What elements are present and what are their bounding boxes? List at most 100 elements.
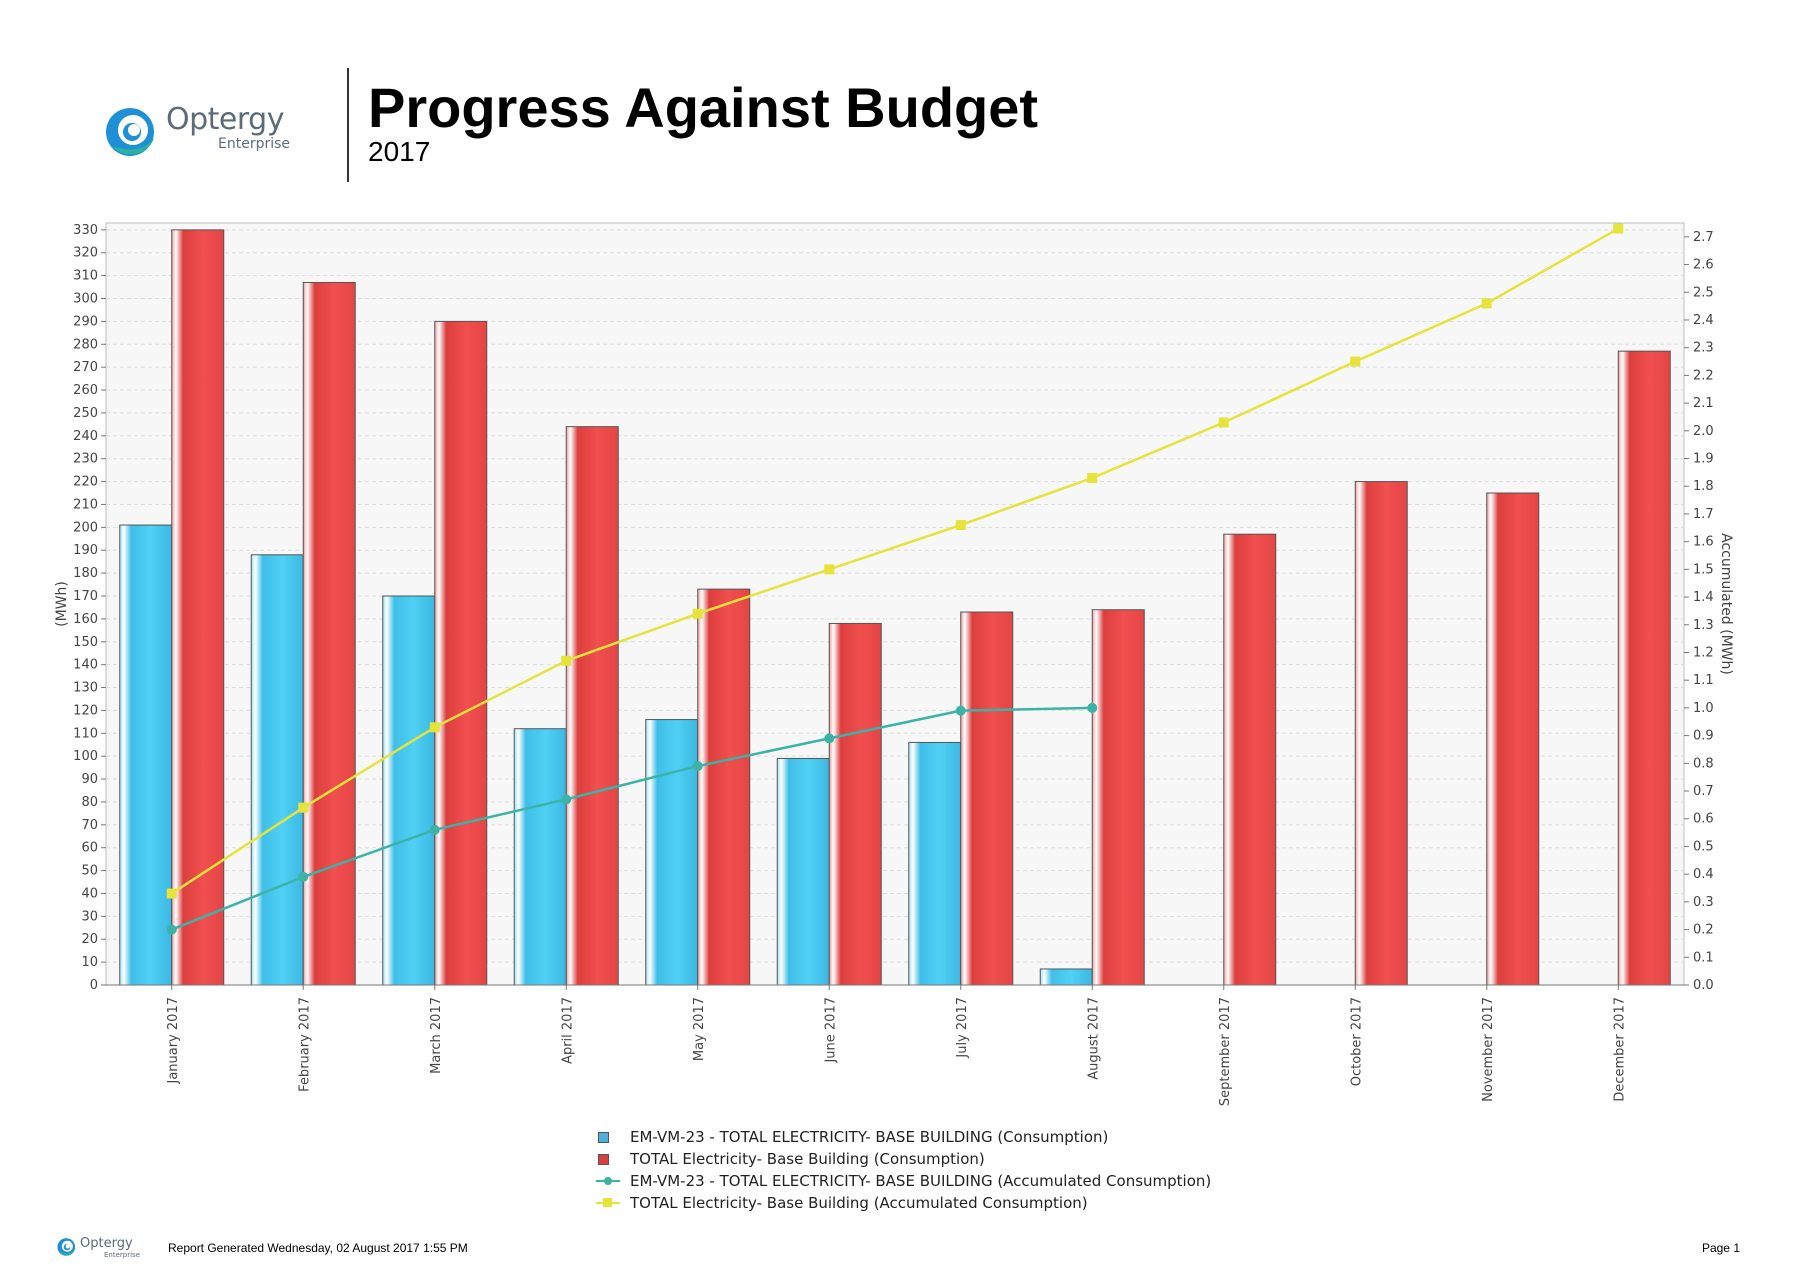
y-tick-label: 130 [73,681,98,696]
bar-em-vm-23-consumption [908,741,962,986]
total-accumulated-point [429,722,440,733]
em-vm-23-accumulated-point [429,824,440,835]
em-vm-23-accumulated-point [692,761,703,772]
logo-subtitle: Enterprise [218,136,291,152]
y-tick-label: 330 [73,223,98,238]
optergy-swirl-icon [106,108,154,156]
y2-tick-label: 2.2 [1693,368,1714,383]
y2-tick-label: 0.2 [1693,923,1714,938]
bar-em-vm-23-consumption [1039,968,1093,986]
bar-total-consumption [171,229,225,986]
grid-lines [106,229,1684,963]
y-tick-label: 200 [73,520,98,535]
y-tick-label: 210 [73,497,98,512]
y-tick-label: 190 [73,543,98,558]
em-vm-23-accumulated-point [166,924,177,935]
y2-tick-label: 0.0 [1693,978,1714,993]
footer-logo: Optergy Enterprise [56,1236,146,1260]
total-accumulated-point [1481,298,1492,309]
total-accumulated-point [1087,472,1098,483]
em-vm-23-accumulated-point [824,733,835,744]
x-tick-label: May 2017 [692,997,707,1061]
y-tick-label: 120 [73,703,98,718]
y-tick-label: 310 [73,269,98,284]
y2-tick-label: 1.5 [1693,562,1714,577]
em-vm-23-accumulated-point [1087,702,1098,713]
legend-blue-swatch [598,1132,609,1143]
x-tick-label: October 2017 [1349,997,1364,1086]
legend-red-swatch [598,1154,609,1165]
y2-tick-label: 1.8 [1693,479,1714,494]
y-tick-label: 140 [73,658,98,673]
em-vm-23-accumulated-line [171,706,1093,931]
y-tick-label: 70 [81,818,98,833]
y-tick-label: 60 [81,841,98,856]
header-divider [347,68,349,182]
bar-total-consumption [1354,481,1408,986]
y2-tick-label: 1.1 [1693,673,1714,688]
em-vm-23-accumulated-point [298,871,309,882]
x-tick-label: September 2017 [1218,997,1233,1106]
y-tick-label: 320 [73,246,98,261]
total-accumulated-point [561,655,572,666]
y-tick-label: 50 [81,864,98,879]
plot-area [105,222,1685,986]
y2-tick-label: 0.1 [1693,950,1714,965]
y-tick-label: 270 [73,360,98,375]
bar-total-consumption [1091,609,1145,986]
bar-total-consumption [565,426,619,986]
page-subtitle: 2017 [368,136,431,167]
page-number: Page 1 [1701,1241,1740,1255]
y2-tick-label: 0.4 [1693,867,1714,882]
y2-tick-label: 0.7 [1693,784,1714,799]
y-tick-label: 260 [73,383,98,398]
footer-logo-subtitle: Enterprise [104,1251,141,1259]
y2-tick-label: 0.8 [1693,756,1714,771]
bar-total-consumption [1223,533,1277,986]
y2-tick-label: 2.6 [1693,258,1714,273]
y-tick-label: 170 [73,589,98,604]
bar-total-consumption [302,281,356,986]
bars [119,229,1671,986]
axes: 0 10 20 30 40 50 60 70 80 90 100 110 120 130 140 150 160… [73,223,1714,1106]
y2-tick-label: 2.1 [1693,396,1714,411]
y2-tick-label: 1.3 [1693,618,1714,633]
x-tick-label: August 2017 [1086,997,1101,1080]
x-tick-label: February 2017 [297,997,312,1092]
total-accumulated-point [298,802,309,813]
legend-label: TOTAL Electricity- Base Building (Consum… [630,1150,985,1168]
legend-label: EM-VM-23 - TOTAL ELECTRICITY- BASE BUILD… [630,1128,1109,1146]
total-accumulated-point [692,608,703,619]
footer-logo-wordmark: Optergy [80,1236,133,1251]
x-tick-label: April 2017 [560,997,575,1064]
total-accumulated-line [171,227,1619,895]
y2-tick-label: 1.2 [1693,645,1714,660]
legend-yellow-marker [603,1198,612,1207]
legend-label: TOTAL Electricity- Base Building (Accumu… [630,1194,1088,1212]
total-accumulated-point [1218,417,1229,428]
y2-tick-label: 1.7 [1693,507,1714,522]
x-tick-label: December 2017 [1612,997,1627,1102]
x-tick-label: July 2017 [955,997,970,1059]
em-vm-23-accumulated-point [955,705,966,716]
y2-tick-label: 2.0 [1693,424,1714,439]
bar-em-vm-23-consumption [250,554,304,986]
y2-tick-label: 1.6 [1693,535,1714,550]
legend-teal-marker [604,1177,612,1185]
chart-legend: EM-VM-23 - TOTAL ELECTRICITY- BASE BUILD… [596,1126,1211,1214]
y-tick-label: 20 [81,932,98,947]
y2-tick-label: 1.4 [1693,590,1714,605]
header-logo: Optergy Enterprise [100,90,300,170]
bar-em-vm-23-consumption [776,757,830,986]
bar-total-consumption [1617,350,1671,986]
bar-total-consumption [697,588,751,986]
y2-tick-label: 2.4 [1693,313,1714,328]
bar-em-vm-23-consumption [645,719,699,986]
y-tick-label: 220 [73,475,98,490]
x-tick-label: June 2017 [823,997,838,1064]
y2-tick-label: 2.3 [1693,341,1714,356]
x-tick-label: November 2017 [1481,997,1496,1102]
y2-tick-label: 1.0 [1693,701,1714,716]
y-tick-label: 230 [73,452,98,467]
